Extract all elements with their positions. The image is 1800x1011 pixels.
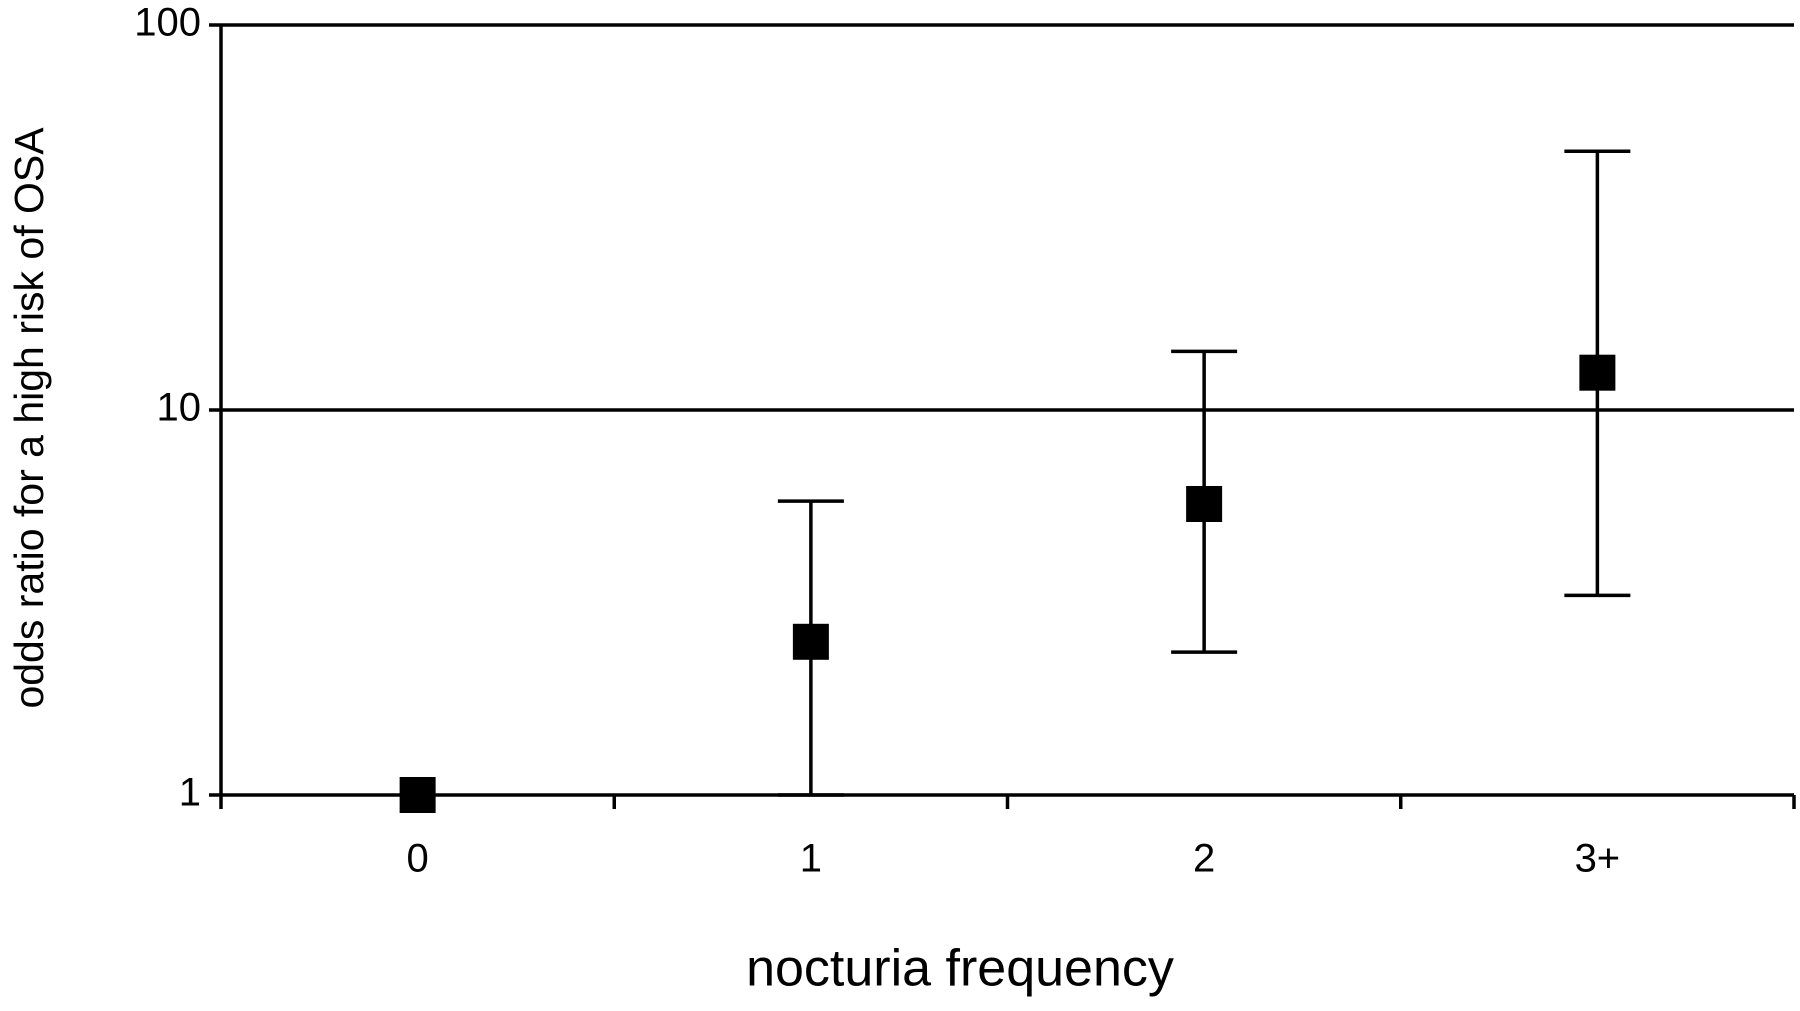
y-axis-title: odds ratio for a high risk of OSA <box>6 127 52 709</box>
x-tick-label: 0 <box>407 837 429 881</box>
x-tick-label: 2 <box>1193 837 1215 881</box>
marker <box>1579 354 1616 391</box>
y-tick-label: 10 <box>157 386 202 430</box>
y-tick-label: 100 <box>134 1 201 45</box>
y-tick-label: 1 <box>179 771 201 815</box>
marker <box>1186 485 1223 522</box>
marker <box>792 623 829 660</box>
x-tick-label: 3+ <box>1575 837 1621 881</box>
x-tick-label: 1 <box>800 837 822 881</box>
marker <box>399 777 436 813</box>
x-axis-title: nocturia frequency <box>746 940 1174 998</box>
